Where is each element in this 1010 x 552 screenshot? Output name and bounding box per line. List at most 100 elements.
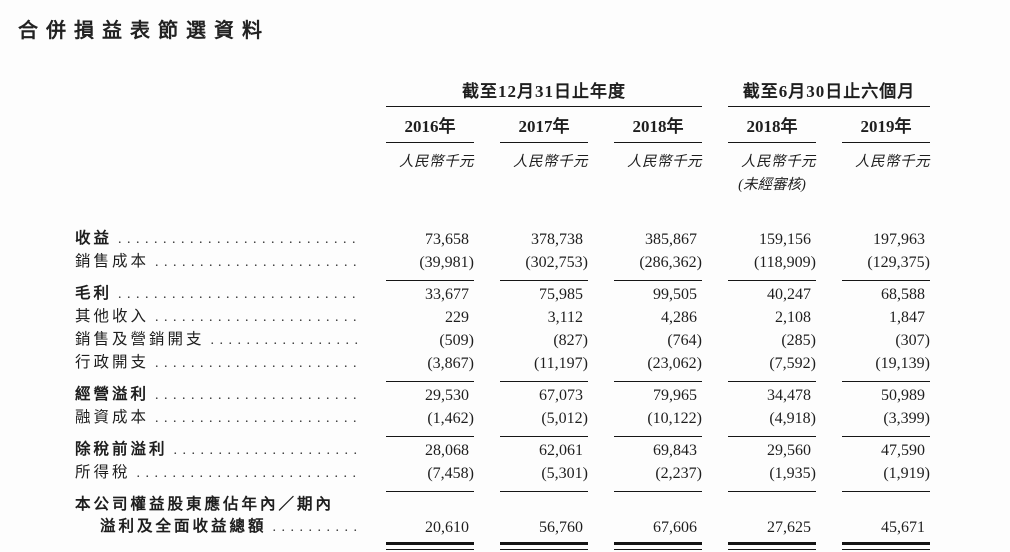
unaudited-note-row: (未經審核) (60, 173, 1010, 194)
row-label-text: 其他收入 (75, 308, 150, 325)
double-rule-row (60, 539, 1010, 552)
value-cell: 4,286 (661, 309, 697, 326)
row-label: 銷售成本 (60, 251, 360, 274)
value-cell: 378,738 (531, 231, 583, 248)
value-cell: (1,935) (769, 465, 816, 482)
column-group-interim: 截至6月30日止六個月 (728, 77, 930, 107)
value-cell: (827) (553, 332, 588, 349)
table-row: 融資成本 (1,462) (5,012) (10,122) (4,918) (3,399) (60, 407, 1010, 430)
dot-leader (118, 229, 360, 251)
value-cell: 50,989 (881, 387, 925, 404)
value-cell: 68,588 (881, 286, 925, 303)
dot-leader (155, 385, 360, 407)
value-cell: 229 (445, 309, 469, 326)
table-row: 除稅前溢利 28,068 62,061 69,843 29,560 47,590 (60, 439, 1010, 462)
value-cell: (3,399) (883, 410, 930, 427)
column-rule (386, 279, 474, 281)
income-statement-table: 截至12月31日止年度 截至6月30日止六個月 2016年 2017年 2018… (60, 77, 1010, 552)
table-row: 行政開支 (3,867) (11,197) (23,062) (7,592) (19,13… (60, 352, 1010, 375)
unit-label: 人民幣千元 (855, 154, 930, 170)
column-rule (614, 435, 702, 437)
value-cell: 67,073 (539, 387, 583, 404)
value-cell: (4,918) (769, 410, 816, 427)
year-header-2018-interim: 2018年 (728, 112, 816, 143)
unit-label: 人民幣千元 (741, 154, 816, 170)
dot-leader (211, 330, 360, 352)
row-label: 銷售及營銷開支 (60, 329, 360, 352)
page-title: 合併損益表節選資料 (18, 20, 270, 42)
column-double-rule (500, 542, 588, 550)
currency-unit-row: 人民幣千元 人民幣千元 人民幣千元 人民幣千元 人民幣千元 (60, 150, 1010, 171)
column-rule (614, 279, 702, 281)
value-cell: (1,919) (883, 465, 930, 482)
value-cell: (129,375) (867, 254, 930, 271)
column-double-rule (842, 542, 930, 550)
dot-leader (174, 440, 360, 462)
table-row: 溢利及全面收益總額 20,610 56,760 67,606 27,625 45,671 (60, 516, 1010, 539)
value-cell: (10,122) (647, 410, 702, 427)
value-cell: 159,156 (759, 231, 811, 248)
column-rule (500, 490, 588, 492)
value-cell: (5,301) (541, 465, 588, 482)
column-rule (842, 380, 930, 382)
value-cell: 28,068 (425, 442, 469, 459)
dot-leader (118, 284, 360, 306)
dot-leader (155, 252, 360, 274)
value-cell: (7,458) (427, 465, 474, 482)
table-body: 收益 73,658 378,738 385,867 159,156 197,963 銷售成本… (60, 228, 1010, 552)
dot-leader (155, 307, 360, 329)
value-cell: 33,677 (425, 286, 469, 303)
unit-label: 人民幣千元 (627, 154, 702, 170)
value-cell: (118,909) (753, 254, 816, 271)
table-row: 毛利 33,677 75,985 99,505 40,247 68,588 (60, 283, 1010, 306)
year-header-2016: 2016年 (386, 112, 474, 143)
column-rule (386, 435, 474, 437)
unit-label: 人民幣千元 (513, 154, 588, 170)
table-row: 所得稅 (7,458) (5,301) (2,237) (1,935) (1,919) (60, 462, 1010, 485)
row-label: 所得稅 (60, 462, 360, 485)
row-label: 溢利及全面收益總額 (60, 516, 360, 539)
value-cell: 47,590 (881, 442, 925, 459)
row-label: 行政開支 (60, 352, 360, 375)
column-rule (614, 490, 702, 492)
rule-row (60, 375, 1010, 384)
year-header-2017: 2017年 (500, 112, 588, 143)
table-row: 收益 73,658 378,738 385,867 159,156 197,963 (60, 228, 1010, 251)
value-cell: (3,867) (427, 355, 474, 372)
column-group-header-row: 截至12月31日止年度 截至6月30日止六個月 (60, 77, 1010, 107)
row-label-text: 溢利及全面收益總額 (100, 518, 267, 535)
value-cell: 75,985 (539, 286, 583, 303)
value-cell: 69,843 (653, 442, 697, 459)
value-cell: 20,610 (425, 519, 469, 536)
value-cell: 385,867 (645, 231, 697, 248)
value-cell: (285) (781, 332, 816, 349)
row-label-text: 經營溢利 (75, 386, 150, 403)
table-row: 銷售及營銷開支 (509) (827) (764) (285) (307) (60, 329, 1010, 352)
dot-leader (137, 463, 360, 485)
column-rule (386, 380, 474, 382)
column-double-rule (614, 542, 702, 550)
table-row-label-line: 本公司權益股東應佔年內／期內 (60, 494, 1010, 516)
year-header-row: 2016年 2017年 2018年 2018年 2019年 (60, 112, 1010, 143)
row-label: 除稅前溢利 (60, 439, 360, 462)
dot-leader (155, 353, 360, 375)
column-rule (500, 435, 588, 437)
value-cell: 99,505 (653, 286, 697, 303)
value-cell: 79,965 (653, 387, 697, 404)
row-label: 融資成本 (60, 407, 360, 430)
row-label: 本公司權益股東應佔年內／期內 (75, 496, 335, 513)
column-rule (728, 435, 816, 437)
row-label-text: 行政開支 (75, 354, 150, 371)
value-cell: 197,963 (873, 231, 925, 248)
value-cell: 3,112 (547, 309, 583, 326)
value-cell: 40,247 (767, 286, 811, 303)
value-cell: 27,625 (767, 519, 811, 536)
row-label-text: 除稅前溢利 (75, 441, 168, 458)
row-label-text: 毛利 (75, 285, 113, 302)
value-cell: (39,981) (419, 254, 474, 271)
rule-row (60, 485, 1010, 494)
value-cell: (19,139) (875, 355, 930, 372)
value-cell: (302,753) (525, 254, 588, 271)
value-cell: 29,560 (767, 442, 811, 459)
document-page: 合併損益表節選資料 截至12月31日止年度 截至6月30日止六個月 2016年 … (0, 0, 1010, 502)
